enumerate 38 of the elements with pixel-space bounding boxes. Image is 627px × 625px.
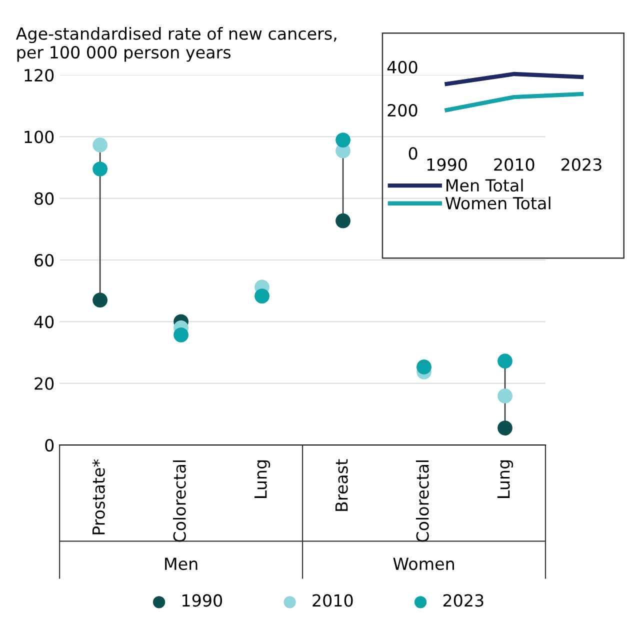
y-tick-label: 200 xyxy=(388,104,418,117)
point xyxy=(498,354,512,369)
x-tick-label: 2010 xyxy=(494,158,534,171)
x-tick-label: Colorectal xyxy=(416,460,429,542)
text: Women xyxy=(393,558,454,570)
y-tick-label: 80 xyxy=(34,192,54,205)
legend-label: 1990 xyxy=(182,594,222,607)
point xyxy=(498,388,512,404)
x-tick-label: Lung xyxy=(497,460,514,498)
x-tick-label: 2023 xyxy=(561,158,602,171)
y-tick-label: 60 xyxy=(34,254,54,267)
point xyxy=(254,288,270,304)
x-tick-label: Colorectal xyxy=(172,460,186,542)
text: Men xyxy=(165,558,198,570)
y-tick-label: 20 xyxy=(34,377,54,390)
legend-label: Men Total xyxy=(446,178,523,192)
point xyxy=(174,327,188,342)
point xyxy=(336,213,350,228)
x-tick-label: Lung xyxy=(254,460,270,498)
y-tick-label: 100 xyxy=(24,130,54,144)
x-tick-label: Breast xyxy=(335,459,348,511)
point xyxy=(336,132,350,148)
y-tick-label: 0 xyxy=(408,147,418,160)
legend-label: 2023 xyxy=(443,594,484,607)
legend-label: 2010 xyxy=(312,594,353,607)
y-tick-label: 400 xyxy=(387,60,418,74)
x-tick-label: 1990 xyxy=(427,158,467,171)
y-tick-label: 120 xyxy=(24,68,54,82)
chart-title: Age-standardised rate of new cancers, per 100 000 person years xyxy=(16,27,336,62)
point xyxy=(92,162,108,176)
legend-label: Women Total xyxy=(445,196,550,210)
point xyxy=(498,420,512,436)
x-tick-label: Prostate* xyxy=(92,459,105,534)
point xyxy=(92,138,108,152)
point xyxy=(92,292,108,308)
point xyxy=(416,360,432,374)
y-tick-label: 0 xyxy=(45,438,54,452)
y-tick-label: 40 xyxy=(34,316,54,328)
